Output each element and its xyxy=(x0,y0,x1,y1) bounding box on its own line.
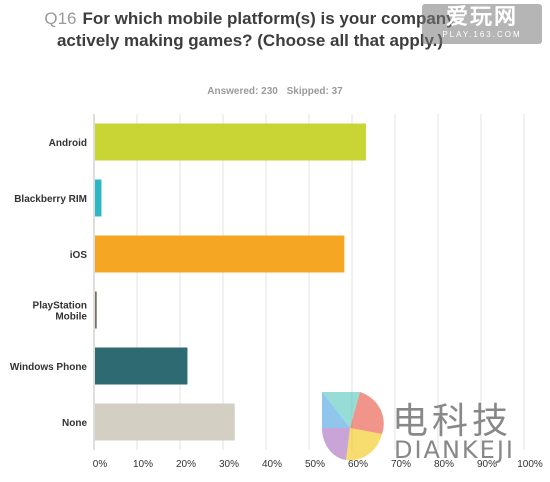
category-label: Windows Phone xyxy=(10,362,88,373)
skipped-count: Skipped: 37 xyxy=(286,86,343,97)
diankeji-watermark: 电科技 DIANKEJI xyxy=(320,388,550,468)
x-tick-label: 50% xyxy=(305,459,325,470)
bar xyxy=(95,291,97,329)
x-tick-label: 30% xyxy=(219,459,239,470)
x-tick-label: 0% xyxy=(93,459,108,470)
x-tick-label: 100% xyxy=(517,459,543,470)
category-label: Android xyxy=(49,138,87,149)
response-stats: Answered: 230 Skipped: 37 xyxy=(0,86,550,97)
x-tick-label: 70% xyxy=(391,459,411,470)
question-title: Q16 For which mobile platform(s) is your … xyxy=(40,8,460,52)
x-tick-label: 90% xyxy=(477,459,497,470)
x-tick-label: 10% xyxy=(133,459,153,470)
question-text: For which mobile platform(s) is your com… xyxy=(56,9,456,50)
diankeji-logo-icon xyxy=(322,392,384,461)
category-label: iOS xyxy=(70,250,88,261)
answered-count: Answered: 230 xyxy=(207,86,278,97)
bar xyxy=(95,347,188,385)
x-tick-label: 40% xyxy=(262,459,282,470)
watermark-top-text: 爱玩网 xyxy=(445,4,518,29)
x-tick-label: 80% xyxy=(434,459,454,470)
x-tick-label: 20% xyxy=(176,459,196,470)
bar xyxy=(95,403,235,441)
watermark-cn-text: 电科技 xyxy=(392,401,513,442)
watermark-top-url: PLAY.163.COM xyxy=(442,30,522,39)
bar xyxy=(95,235,345,273)
bar xyxy=(95,179,102,217)
x-tick-label: 60% xyxy=(348,459,368,470)
category-label: Blackberry RIM xyxy=(14,194,87,205)
bar xyxy=(95,123,366,161)
play163-watermark: 爱玩网 PLAY.163.COM xyxy=(422,4,542,44)
category-label: PlayStation Mobile xyxy=(33,301,88,323)
category-label: None xyxy=(62,418,87,429)
question-number: Q16 xyxy=(44,9,77,28)
watermark-en-text: DIANKEJI xyxy=(394,436,515,464)
